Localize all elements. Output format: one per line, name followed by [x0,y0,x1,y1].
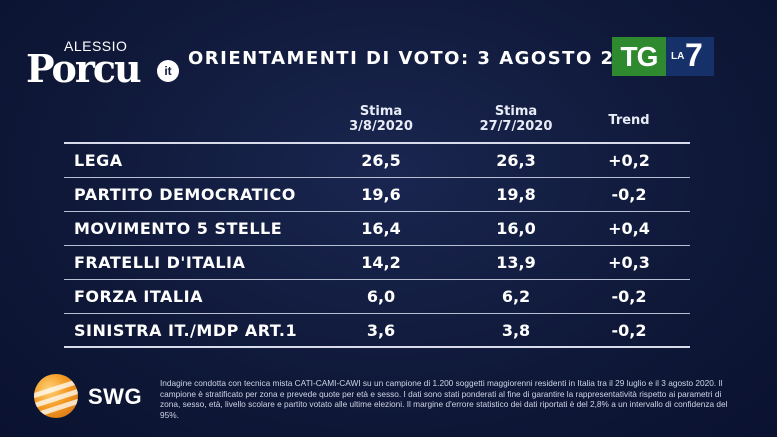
table-row: FRATELLI D'ITALIA 14,2 13,9 +0,3 [64,246,690,280]
table-row: LEGA 26,5 26,3 +0,2 [64,144,690,178]
trend-value: -0,2 [611,287,647,306]
party-name: SINISTRA IT./MDP ART.1 [74,321,298,340]
methodology-note: Indagine condotta con tecnica mista CATI… [160,378,728,420]
trend-value: +0,4 [608,219,650,238]
party-name: FORZA ITALIA [74,287,203,306]
table-row: MOVIMENTO 5 STELLE 16,4 16,0 +0,4 [64,212,690,246]
column-header-previous: Stima 27/7/2020 [456,104,576,134]
la7-seven-text: 7 [685,37,703,73]
trend-value: +0,2 [608,151,650,170]
logo-it-badge: it [157,60,179,82]
table-body: LEGA 26,5 26,3 +0,2 PARTITO DEMOCRATICO … [64,144,690,348]
column-header-current-line1: Stima [359,104,403,119]
swg-logo: SWG [34,374,154,420]
table-header: Stima 3/8/2020 Stima 27/7/2020 Trend [64,104,690,144]
header-divider [64,142,690,144]
tg-logo-text: TG [612,37,666,76]
party-name: MOVIMENTO 5 STELLE [74,219,283,238]
table-row: PARTITO DEMOCRATICO 19,6 19,8 -0,2 [64,178,690,212]
estimate-current: 14,2 [361,253,401,272]
party-name: LEGA [74,151,123,170]
estimate-previous: 26,3 [496,151,536,170]
estimate-current: 19,6 [361,185,401,204]
page-title: ORIENTAMENTI DI VOTO: 3 AGOSTO 2020 [188,48,657,69]
column-header-previous-line1: Stima [494,104,538,119]
logo-small-text: ALESSIO [64,38,128,54]
estimate-current: 3,6 [366,321,396,340]
la7-la-text: LA [671,51,685,62]
logo-big-text: Porcu [26,46,142,91]
column-header-current-line2: 3/8/2020 [349,119,413,134]
party-name: PARTITO DEMOCRATICO [74,185,296,204]
table-row: SINISTRA IT./MDP ART.1 3,6 3,8 -0,2 [64,314,690,348]
la7-logo: LA 7 [666,37,714,76]
estimate-previous: 6,2 [501,287,531,306]
estimate-current: 16,4 [361,219,401,238]
party-name: FRATELLI D'ITALIA [74,253,246,272]
trend-value: -0,2 [611,321,647,340]
trend-value: -0,2 [611,185,647,204]
column-header-previous-line2: 27/7/2020 [479,119,553,134]
swg-label: SWG [88,384,143,409]
estimate-previous: 16,0 [496,219,536,238]
column-header-trend: Trend [608,113,650,128]
estimate-previous: 13,9 [496,253,536,272]
swg-globe-icon [34,374,78,418]
tg-la7-logo: TG LA 7 [612,37,714,76]
trend-value: +0,3 [608,253,650,272]
estimate-previous: 3,8 [501,321,531,340]
estimate-current: 26,5 [361,151,401,170]
alessio-porcu-logo: ALESSIO Porcu it [26,38,186,91]
column-header-current: Stima 3/8/2020 [336,104,426,134]
poll-table: Stima 3/8/2020 Stima 27/7/2020 Trend LEG… [64,104,690,348]
estimate-current: 6,0 [366,287,396,306]
table-row: FORZA ITALIA 6,0 6,2 -0,2 [64,280,690,314]
estimate-previous: 19,8 [496,185,536,204]
